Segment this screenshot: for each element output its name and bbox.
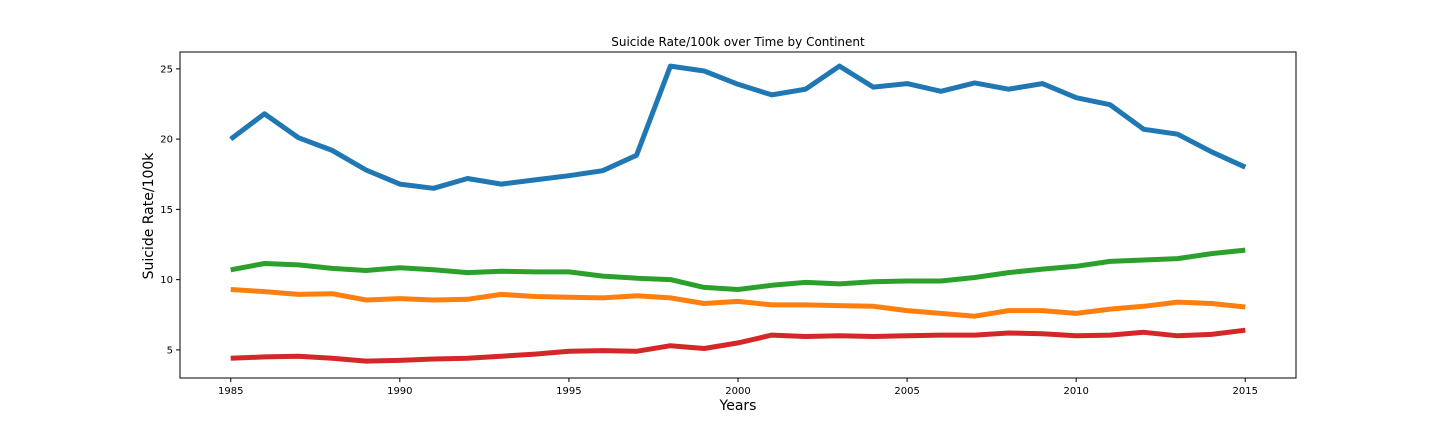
y-tick-label: 15	[160, 205, 173, 216]
series-line-1	[229, 63, 1247, 191]
series-line-2	[230, 287, 1246, 319]
y-axis-ticks: 5 10 15 20 25	[160, 64, 180, 356]
y-tick-label: 5	[167, 345, 173, 356]
x-tick-label: 1990	[387, 386, 412, 397]
series-line-4	[230, 327, 1246, 364]
x-tick-label: 2015	[1233, 386, 1258, 397]
series-layer	[229, 63, 1247, 364]
x-tick-label: 2005	[894, 386, 919, 397]
x-tick-label: 2000	[725, 386, 750, 397]
plot-frame	[179, 51, 1297, 379]
x-tick-label: 1995	[556, 386, 581, 397]
x-tick-label: 2010	[1063, 386, 1088, 397]
x-axis-ticks: 1985 1990 1995 2000 2005 2010 2015	[218, 378, 1258, 397]
y-axis-label: Suicide Rate/100k	[141, 152, 157, 280]
series-line-3	[230, 247, 1246, 292]
chart-title: Suicide Rate/100k over Time by Continent	[611, 35, 865, 49]
y-tick-label: 25	[160, 64, 173, 75]
x-axis-label: Years	[719, 398, 757, 414]
y-tick-label: 10	[160, 275, 173, 286]
x-tick-label: 1985	[218, 386, 243, 397]
y-tick-label: 20	[160, 135, 173, 146]
